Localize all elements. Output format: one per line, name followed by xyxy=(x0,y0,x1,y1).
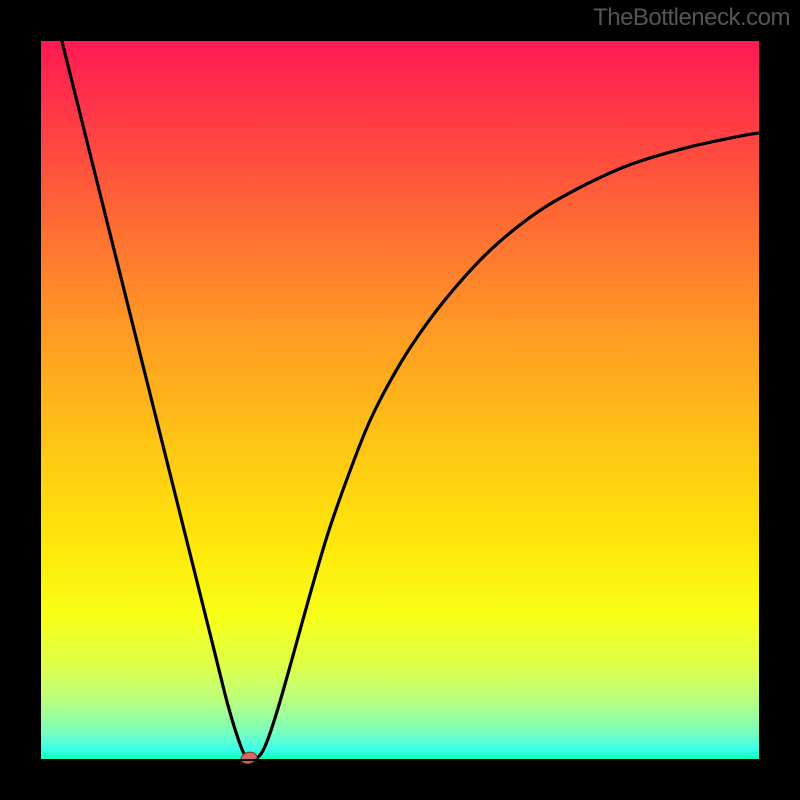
bottleneck-curve-chart xyxy=(0,0,800,800)
chart-container: TheBottleneck.com xyxy=(0,0,800,800)
plot-background xyxy=(40,40,760,760)
